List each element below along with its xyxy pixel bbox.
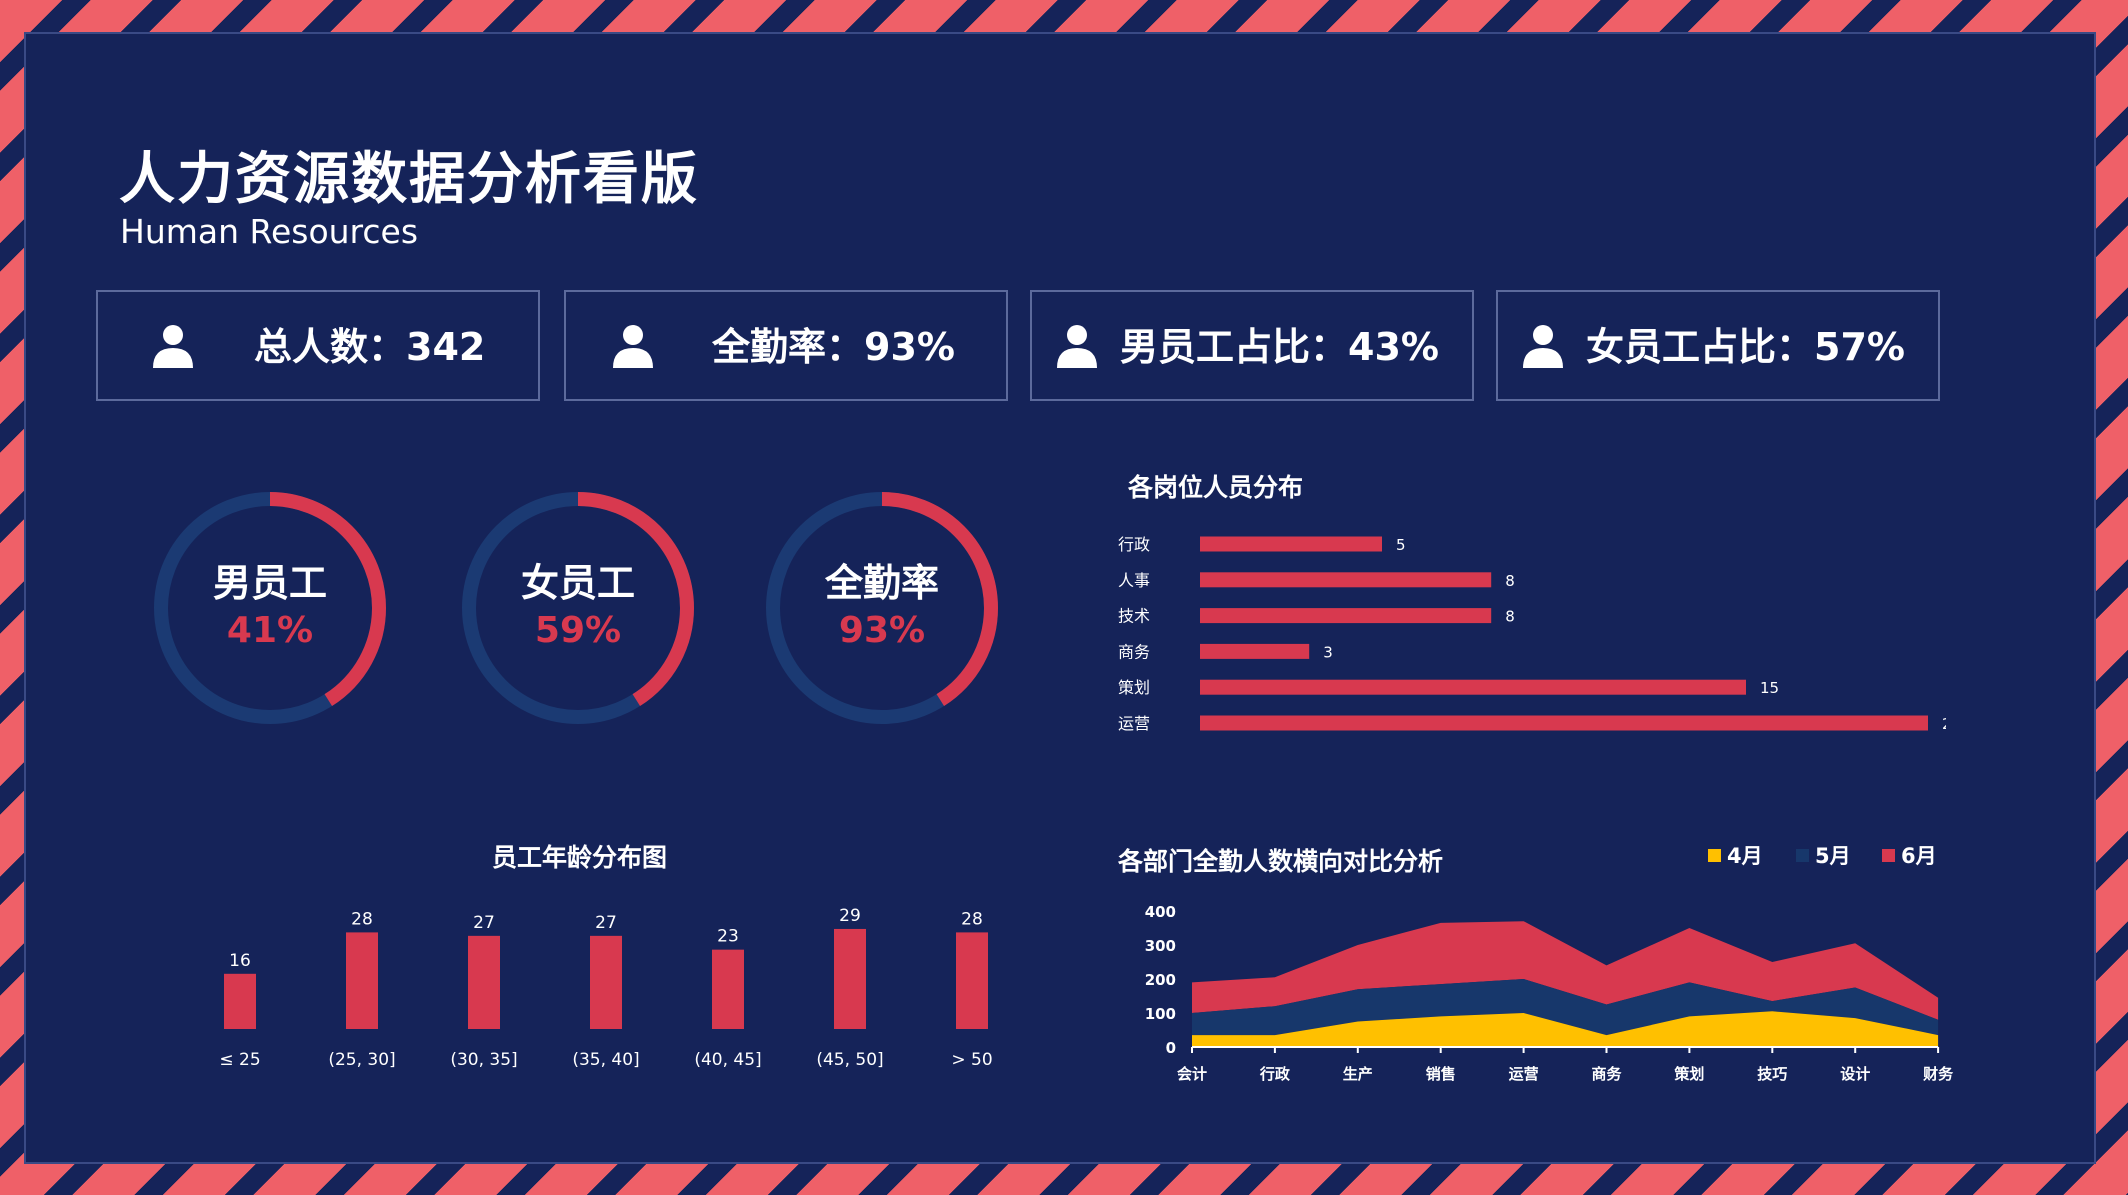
tick-label: 策划 <box>1118 678 1150 697</box>
legend-label: 6月 <box>1901 844 1937 868</box>
data-label: 28 <box>961 909 983 929</box>
donut-label: 全勤率 <box>824 561 939 605</box>
data-label: 8 <box>1505 608 1515 626</box>
stat-total-label: 总人数：342 <box>254 325 486 369</box>
data-label: 5 <box>1396 536 1406 554</box>
area-series-3 <box>1192 921 1939 1020</box>
legend-swatch <box>1708 848 1721 862</box>
legend-item-jun: 6月 <box>1882 840 1937 870</box>
ring-progress <box>462 492 694 724</box>
donut-female: 女员工 59% <box>460 490 696 726</box>
donut-percent: 41% <box>226 610 314 651</box>
person-icon <box>153 325 193 368</box>
legend-label: 4月 <box>1727 844 1763 868</box>
area-series-2 <box>1192 979 1939 1036</box>
stat-total: 总人数：342 <box>96 290 540 401</box>
legend-item-may: 5月 <box>1796 840 1851 870</box>
legend-swatch <box>1882 848 1895 862</box>
bar <box>1200 679 1746 695</box>
stat-male-ratio-label: 男员工占比：43% <box>1120 325 1439 369</box>
donut-male: 男员工 41% <box>152 490 388 726</box>
data-label: 29 <box>839 906 861 926</box>
y-tick-label: 300 <box>1145 937 1176 955</box>
dashboard-panel: 人力资源数据分析看版 Human Resources 总人数：342 全勤率：9… <box>24 32 2096 1164</box>
stat-male-ratio: 男员工占比：43% <box>1030 290 1474 401</box>
bar <box>956 932 988 1029</box>
age-bar-chart: 16 ≤ 25 28 (25, 30] 27 (30, 35] 27 (35, 40] 23 (4… <box>219 906 992 1070</box>
age-chart-title: 员工年龄分布图 <box>492 843 668 872</box>
data-label: 3 <box>1323 643 1333 661</box>
data-label: 8 <box>1505 572 1515 590</box>
tick-label: 运营 <box>1118 714 1150 732</box>
bar <box>346 932 378 1029</box>
data-label: 20 <box>1942 715 1946 732</box>
stat-female-ratio: 女员工占比：57% <box>1496 290 1940 401</box>
bar <box>1200 715 1928 731</box>
tick-label: (45, 50] <box>816 1050 883 1070</box>
tick-label: 人事 <box>1118 571 1150 590</box>
y-tick-label: 200 <box>1145 971 1176 989</box>
data-label: 27 <box>595 913 617 933</box>
position-chart-title: 各岗位人员分布 <box>1128 473 1304 502</box>
tick-label: (35, 40] <box>572 1050 639 1070</box>
tick-label: 技术 <box>1118 607 1150 626</box>
bar <box>834 928 866 1029</box>
x-tick-label: 技巧 <box>1757 1065 1787 1083</box>
tick-label: (25, 30] <box>328 1050 395 1070</box>
bar <box>1200 608 1492 624</box>
stat-female-ratio-label: 女员工占比：57% <box>1586 325 1905 369</box>
x-tick-label: 会计 <box>1177 1065 1207 1083</box>
data-label: 23 <box>717 927 739 947</box>
person-icon <box>1057 325 1097 368</box>
data-label: 15 <box>1760 679 1779 697</box>
tick-label: (30, 35] <box>450 1050 517 1070</box>
person-icon <box>613 325 653 368</box>
donut-label: 女员工 <box>520 561 635 605</box>
ring-progress <box>766 492 998 724</box>
tick-label: (40, 45] <box>694 1050 761 1070</box>
person-icon <box>1523 325 1563 368</box>
bar <box>468 935 500 1029</box>
data-label: 16 <box>229 951 251 971</box>
x-tick-label: 行政 <box>1259 1065 1291 1083</box>
donut-label: 男员工 <box>212 561 327 605</box>
legend-swatch <box>1796 848 1809 862</box>
tick-label: ≤ 25 <box>219 1050 260 1070</box>
tick-label: 行政 <box>1118 535 1150 554</box>
y-tick-label: 100 <box>1145 1005 1176 1023</box>
data-label: 28 <box>351 909 373 929</box>
page-title: 人力资源数据分析看版 <box>119 147 699 212</box>
donut-percent: 59% <box>534 610 622 651</box>
x-tick-label: 生产 <box>1343 1065 1373 1083</box>
stat-attendance: 全勤率：93% <box>564 290 1008 401</box>
bar <box>1200 536 1382 552</box>
page-subtitle: Human Resources <box>120 212 419 251</box>
x-tick-label: 销售 <box>1426 1065 1456 1083</box>
donut-percent: 93% <box>838 610 926 651</box>
attendance-area-chart: 0 100 200 300 400 会计 行政 生产 销售 运营 商务 策划 技巧 设计 财务 <box>1145 903 1954 1083</box>
bar <box>1200 572 1492 588</box>
bar <box>590 935 622 1029</box>
stat-attendance-label: 全勤率：93% <box>712 325 955 369</box>
y-tick-label: 0 <box>1166 1039 1176 1057</box>
tick-label: 商务 <box>1118 642 1150 661</box>
ring-progress <box>154 492 386 724</box>
x-tick-label: 设计 <box>1840 1065 1870 1083</box>
y-tick-label: 400 <box>1145 903 1176 921</box>
x-tick-label: 运营 <box>1509 1065 1539 1083</box>
donut-attendance: 全勤率 93% <box>764 490 1000 726</box>
position-bar-chart: 行政 5 人事 8 技术 8 商务 3 策划 15 运营 20 <box>1118 535 1946 732</box>
tick-label: > 50 <box>951 1050 992 1070</box>
legend-item-apr: 4月 <box>1708 840 1763 870</box>
legend-label: 5月 <box>1815 844 1851 868</box>
area-series-1 <box>1192 1011 1939 1047</box>
data-label: 27 <box>473 913 495 933</box>
bar <box>224 973 256 1029</box>
bar <box>1200 643 1310 659</box>
bar <box>712 949 744 1029</box>
x-tick-label: 财务 <box>1923 1065 1954 1083</box>
attendance-chart-title: 各部门全勤人数横向对比分析 <box>1118 847 1444 876</box>
x-tick-label: 商务 <box>1591 1065 1622 1083</box>
x-tick-label: 策划 <box>1673 1065 1704 1083</box>
